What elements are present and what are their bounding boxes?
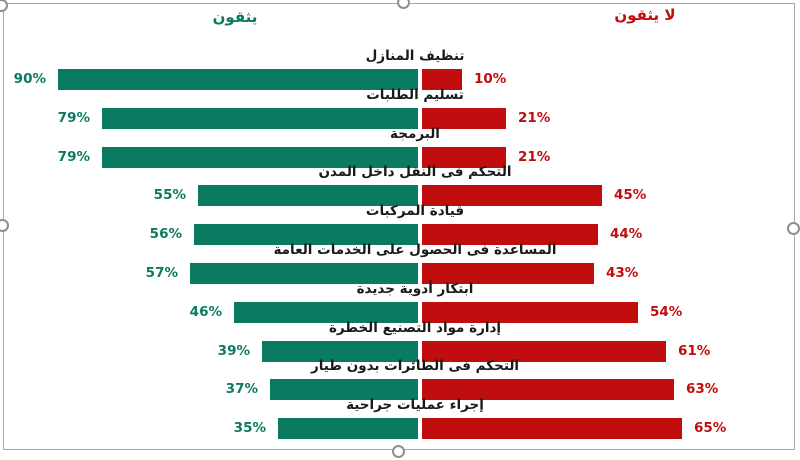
distrust-bar [422, 418, 682, 440]
trust-value-label: 56% [149, 226, 182, 243]
distrust-value-label: 63% [686, 381, 719, 398]
legend-trust-label: يثقون [212, 8, 258, 26]
trust-value-label: 79% [57, 109, 90, 126]
resize-handle-top-left-icon[interactable] [0, 0, 8, 12]
distrust-value-label: 10% [474, 71, 507, 87]
category-label: التحكم فى الطائرات بدون طيار [310, 358, 520, 375]
trust-bar [102, 146, 418, 168]
trust-bar [190, 263, 418, 284]
distrust-value-label: 54% [650, 303, 683, 320]
distrust-bar [422, 185, 602, 207]
resize-handle-top-center-icon[interactable] [397, 0, 410, 9]
trust-value-label: 46% [189, 303, 222, 320]
trust-value-label: 39% [217, 342, 250, 359]
category-label: قيادة المركبات [365, 203, 465, 220]
distrust-bar [422, 69, 462, 90]
category-label: المساعدة فى الحصول على الخدمات العامة [273, 242, 557, 258]
resize-handle-left-middle-icon[interactable] [0, 219, 9, 232]
legend-distrust-label: لا يثقون [614, 6, 676, 24]
trust-value-label: 35% [233, 420, 266, 437]
category-label: إجراء عمليات جراحية [346, 397, 484, 414]
distrust-value-label: 43% [606, 265, 639, 281]
distrust-bar [422, 224, 598, 246]
trust-value-label: 79% [57, 148, 90, 165]
distrust-bar [422, 107, 506, 129]
category-label: إدارة مواد التصنيع الخطرة [328, 319, 502, 336]
resize-handle-right-middle-icon[interactable] [787, 222, 800, 235]
trust-bar [194, 224, 418, 246]
trust-value-label: 55% [153, 187, 186, 204]
trust-value-label: 37% [225, 381, 258, 398]
distrust-bar [422, 263, 594, 284]
distrust-bar [422, 379, 674, 401]
category-label: البرمجة [390, 125, 440, 142]
distrust-value-label: 44% [610, 226, 643, 243]
distrust-value-label: 21% [518, 148, 551, 165]
trust-value-label: 57% [145, 265, 178, 281]
resize-handle-bottom-center-icon[interactable] [392, 445, 405, 458]
trust-bar [278, 418, 418, 440]
distrust-value-label: 21% [518, 109, 551, 126]
trust-value-label: 90% [13, 71, 46, 87]
trust-bar [270, 379, 418, 401]
distrust-value-label: 45% [614, 187, 647, 204]
distrust-value-label: 65% [694, 420, 727, 437]
distrust-bar [422, 146, 506, 168]
distrust-bar [422, 340, 666, 362]
category-label: تنظيف المنازل [365, 48, 465, 64]
category-label: تسليم الطلبات [366, 86, 464, 103]
distrust-value-label: 61% [678, 342, 711, 359]
category-label: التحكم فى النقل داخل المدن [318, 164, 512, 181]
trust-bar [102, 107, 418, 129]
category-label: ابتكار أدوية جديدة [356, 280, 474, 297]
trust-bar [234, 301, 418, 323]
distrust-bar [422, 301, 638, 323]
trust-bar [262, 340, 418, 362]
trust-bar [58, 69, 418, 90]
trust-bar [198, 185, 418, 207]
